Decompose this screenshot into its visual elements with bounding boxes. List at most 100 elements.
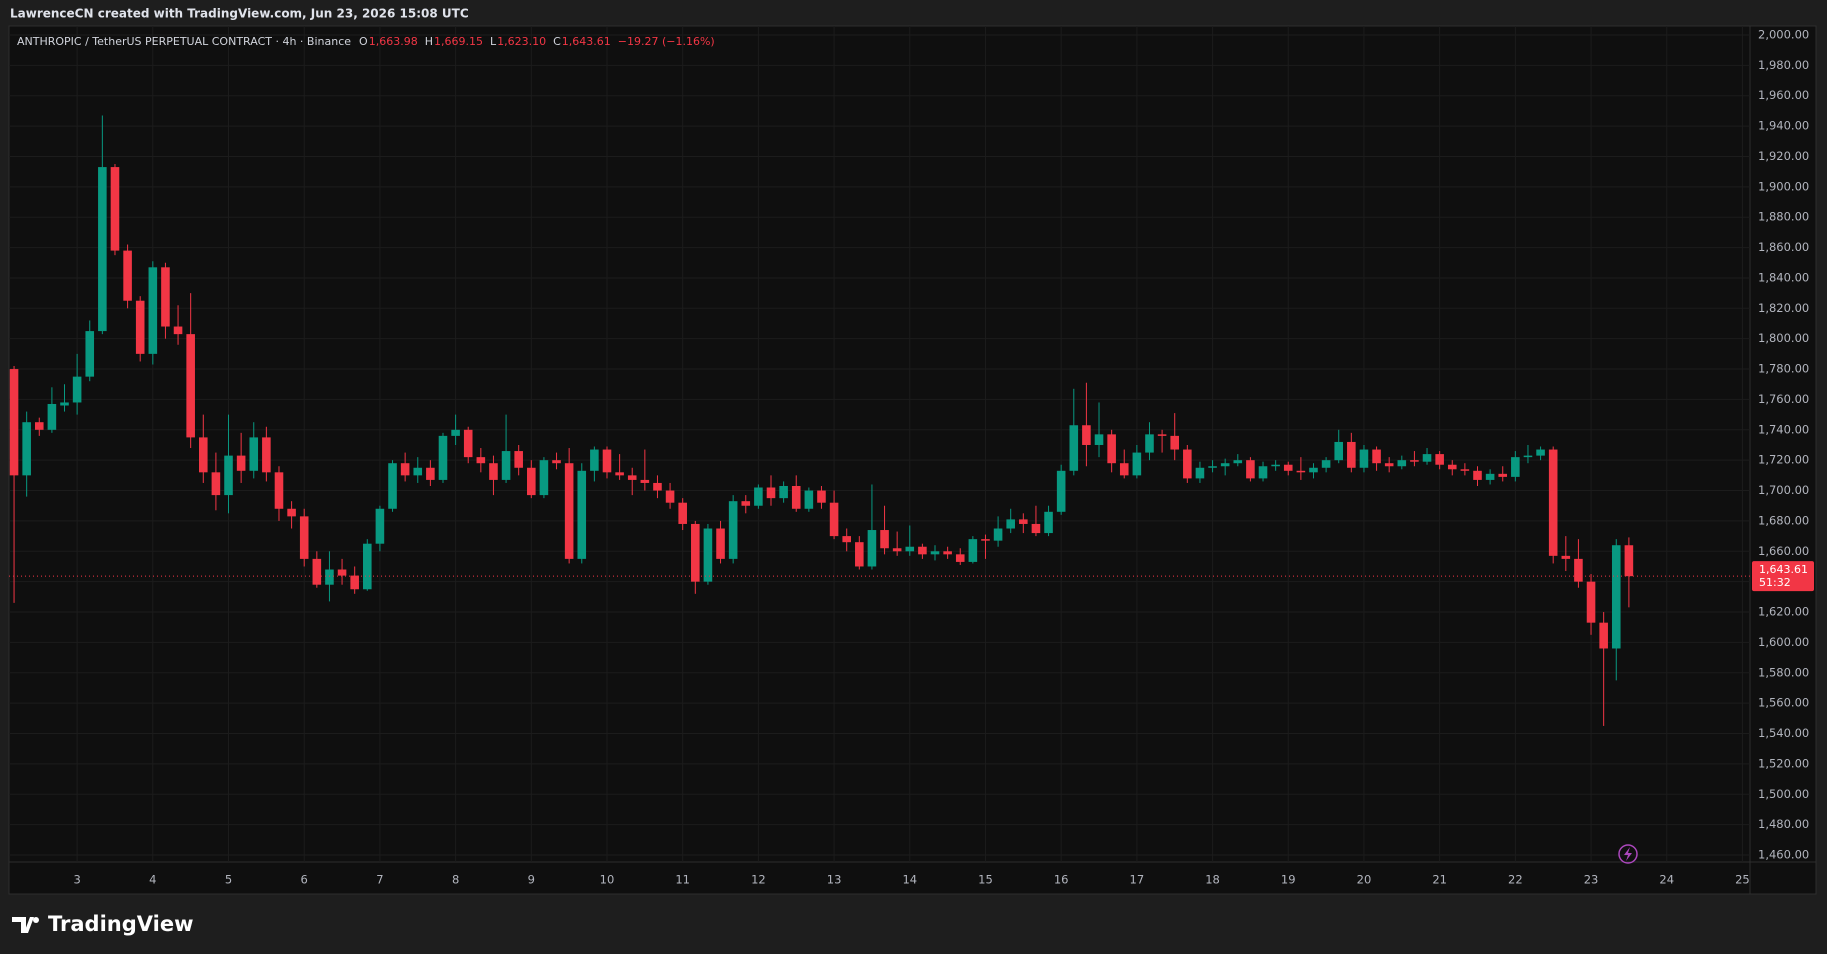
candle-body xyxy=(842,536,851,543)
legend-symbol: ANTHROPIC / TetherUS PERPETUAL CONTRACT … xyxy=(17,35,351,48)
candle-body xyxy=(930,551,940,555)
candle-body xyxy=(173,326,183,335)
candle-body xyxy=(943,551,952,555)
candle-body xyxy=(1599,622,1608,649)
candle-body xyxy=(1170,435,1180,450)
x-tick-label: 21 xyxy=(1432,873,1447,887)
candle-body xyxy=(47,403,57,430)
logo-dot xyxy=(33,917,39,923)
candle-body xyxy=(400,463,410,476)
candle-body xyxy=(1006,519,1015,529)
candle-body xyxy=(236,455,246,471)
candle-body xyxy=(905,546,915,552)
x-tick-label: 10 xyxy=(600,873,615,887)
y-tick-label: 1,840.00 xyxy=(1758,270,1809,284)
candle-body xyxy=(1372,449,1381,464)
candle-body xyxy=(627,475,637,480)
candle-body xyxy=(527,467,536,496)
y-tick-label: 1,900.00 xyxy=(1758,179,1809,193)
alert-icon xyxy=(1618,844,1638,864)
candle-body xyxy=(363,543,372,590)
candle-body xyxy=(1611,545,1621,649)
candle-body xyxy=(262,437,271,473)
candle-body xyxy=(716,528,725,559)
candle-body xyxy=(1334,441,1344,461)
legend-value: 1,643.61 xyxy=(562,35,611,48)
candle-body xyxy=(1195,467,1205,479)
candle-body xyxy=(678,502,687,524)
candle-body xyxy=(880,530,889,549)
price-label-box xyxy=(1752,561,1814,592)
candle-body xyxy=(299,516,309,559)
candle-body xyxy=(1574,558,1583,582)
x-tick-label: 11 xyxy=(675,873,690,887)
candle-body xyxy=(968,539,978,562)
candle-body xyxy=(1246,460,1255,479)
candle-body xyxy=(1473,470,1482,480)
candle-body xyxy=(728,501,738,559)
legend-value: 1,669.15 xyxy=(434,35,483,48)
candle-body xyxy=(1044,511,1053,534)
candle-body xyxy=(1145,434,1154,453)
candle-body xyxy=(426,467,435,480)
x-tick-label: 25 xyxy=(1735,873,1750,887)
y-tick-label: 1,540.00 xyxy=(1758,726,1809,740)
logo-text: TradingView xyxy=(48,912,193,936)
y-tick-label: 1,760.00 xyxy=(1758,392,1809,406)
x-tick-label: 5 xyxy=(225,873,232,887)
candle-body xyxy=(1397,460,1407,467)
candle-body xyxy=(325,569,334,585)
y-tick-label: 1,860.00 xyxy=(1758,240,1809,254)
candle-body xyxy=(413,467,423,476)
y-tick-label: 1,560.00 xyxy=(1758,696,1809,710)
candle-body xyxy=(287,508,296,517)
legend-change: −19.27 (−1.16%) xyxy=(618,35,715,48)
price-label: 1,643.61 xyxy=(1759,563,1808,576)
candle-body xyxy=(1447,464,1457,470)
candle-body xyxy=(98,167,107,332)
candle-body xyxy=(1359,449,1369,468)
x-tick-label: 15 xyxy=(978,873,993,887)
alert-bolt xyxy=(1624,847,1632,861)
candle-body xyxy=(1183,449,1192,479)
candle-body xyxy=(312,558,322,585)
candle-body xyxy=(1435,454,1444,465)
x-tick-label: 7 xyxy=(376,873,383,887)
candle-body xyxy=(60,402,69,406)
logo-mark xyxy=(12,917,34,933)
candle-body xyxy=(1208,466,1217,468)
candle-body xyxy=(186,334,195,438)
candle-body xyxy=(653,482,662,491)
candle-body xyxy=(274,472,284,509)
candle-body xyxy=(1157,434,1167,436)
candle-body xyxy=(1031,523,1041,534)
candle-body xyxy=(1309,467,1318,473)
candle-body xyxy=(855,542,864,567)
candle-body xyxy=(375,508,385,544)
candle-body xyxy=(337,569,347,576)
header-title: LawrenceCN created with TradingView.com,… xyxy=(10,7,469,21)
candle-body xyxy=(552,460,561,464)
candle-body xyxy=(1119,463,1129,476)
candle-body xyxy=(1094,434,1104,445)
candle-body xyxy=(135,300,145,354)
legend: ANTHROPIC / TetherUS PERPETUAL CONTRACT … xyxy=(17,35,715,48)
candle-body xyxy=(1107,434,1116,464)
candle-body xyxy=(640,479,650,483)
y-tick-label: 1,620.00 xyxy=(1758,605,1809,619)
candle-body xyxy=(1561,555,1571,559)
candle-body xyxy=(34,422,44,430)
candle-body xyxy=(981,539,990,541)
candle-body xyxy=(489,463,498,480)
candle-body xyxy=(779,485,788,499)
logo: TradingView xyxy=(12,912,193,936)
candle-body xyxy=(350,575,359,590)
candle-body xyxy=(993,528,1003,541)
y-tick-label: 1,960.00 xyxy=(1758,88,1809,102)
y-tick-label: 1,940.00 xyxy=(1758,119,1809,133)
candle-body xyxy=(1258,466,1268,479)
y-tick-label: 1,660.00 xyxy=(1758,544,1809,558)
candle-body xyxy=(1498,473,1508,477)
candle-body xyxy=(829,502,839,537)
